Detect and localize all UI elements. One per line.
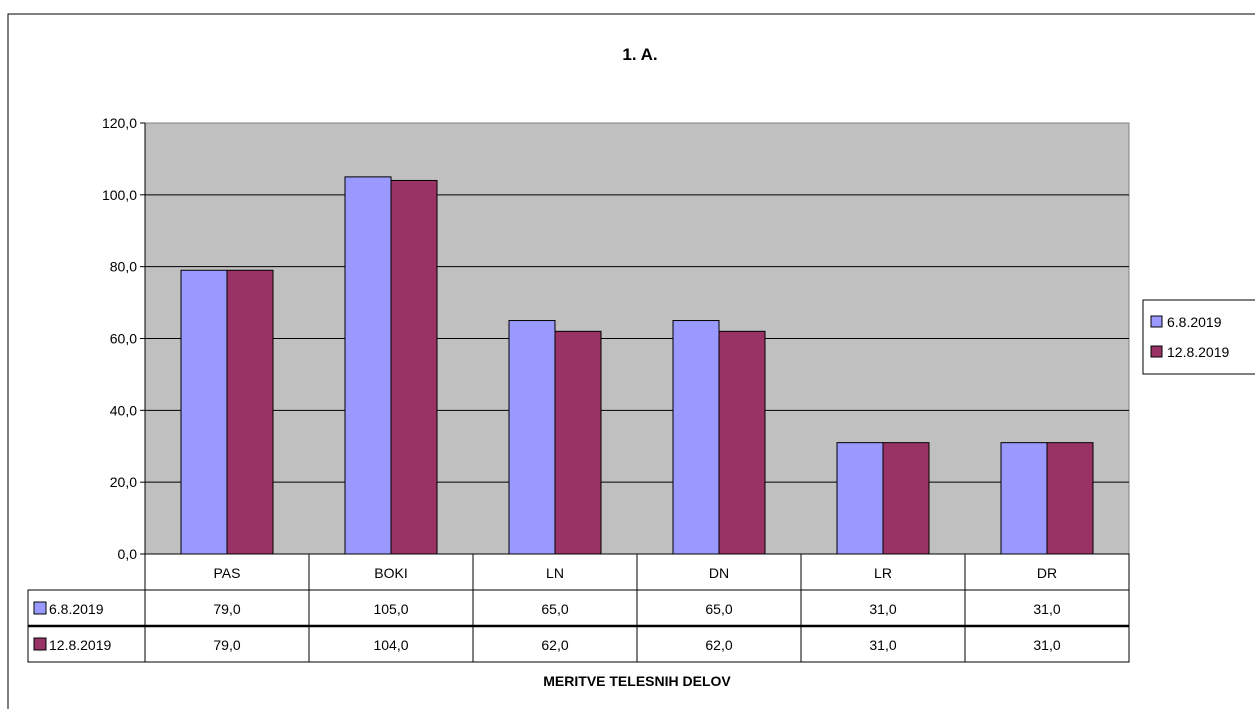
- table-cell: [308, 625, 474, 663]
- legend-box: [1142, 299, 1255, 375]
- data-label: 62,0: [541, 637, 568, 653]
- table-row-header: [27, 625, 146, 663]
- x-tick-label: LN: [546, 565, 564, 581]
- table-header-cell: [308, 553, 474, 591]
- data-label: 65,0: [705, 601, 732, 617]
- y-tick-label: 0,0: [118, 546, 138, 562]
- bar-6.8.2019-PAS: [180, 269, 228, 555]
- bar-6.8.2019-DN: [672, 320, 720, 555]
- table-cell: [800, 589, 966, 627]
- table-header-cell: [800, 553, 966, 591]
- data-label: 104,0: [373, 637, 408, 653]
- chart-title: 1. A.: [622, 45, 657, 64]
- data-table: PAS BOKI LN DN LR DR 6.8.2019 79,0 105,0 65,0 65,0…: [27, 553, 1130, 663]
- table-cell: [144, 625, 310, 663]
- table-series-name: 12.8.2019: [49, 637, 111, 653]
- legend-swatch: [1150, 345, 1163, 358]
- legend-label: 12.8.2019: [1167, 344, 1229, 360]
- table-header-cell: [964, 553, 1130, 591]
- legend: 6.8.2019 12.8.2019: [1142, 299, 1255, 375]
- bar-12.8.2019-BOKI: [390, 179, 438, 555]
- bar-6.8.2019-LN: [508, 320, 556, 555]
- table-row-header: [27, 589, 146, 627]
- x-tick-label: BOKI: [374, 565, 407, 581]
- y-axis: 0,0 20,0 40,0 60,0 80,0 100,0 120,0: [102, 115, 146, 562]
- data-label: 79,0: [213, 637, 240, 653]
- gridlines: [145, 194, 1129, 483]
- y-tick-label: 80,0: [110, 259, 137, 275]
- data-label: 79,0: [213, 601, 240, 617]
- data-label: 65,0: [541, 601, 568, 617]
- legend-label: 6.8.2019: [1167, 314, 1222, 330]
- table-series-key: [33, 601, 47, 615]
- x-tick-label: DN: [709, 565, 729, 581]
- y-tick-label: 60,0: [110, 331, 137, 347]
- data-label: 105,0: [373, 601, 408, 617]
- table-cell: [800, 625, 966, 663]
- y-tick-label: 100,0: [102, 187, 137, 203]
- bar-12.8.2019-DR: [1046, 442, 1094, 555]
- y-tick-label: 120,0: [102, 115, 137, 131]
- data-label: 31,0: [1033, 601, 1060, 617]
- x-axis-label: MERITVE TELESNIH DELOV: [543, 673, 731, 689]
- data-label: 31,0: [869, 601, 896, 617]
- bar-12.8.2019-DN: [718, 330, 766, 555]
- x-tick-label: PAS: [214, 565, 241, 581]
- table-header-cell: [636, 553, 802, 591]
- table-cell: [472, 589, 638, 627]
- y-tick-label: 40,0: [110, 402, 137, 418]
- table-series-name: 6.8.2019: [49, 601, 104, 617]
- x-tick-label: DR: [1037, 565, 1057, 581]
- table-cell: [472, 625, 638, 663]
- data-label: 62,0: [705, 637, 732, 653]
- bar-12.8.2019-LR: [882, 442, 930, 555]
- data-label: 31,0: [1033, 637, 1060, 653]
- x-tick-label: LR: [874, 565, 892, 581]
- table-cell: [636, 625, 802, 663]
- bar-6.8.2019-LR: [836, 442, 884, 555]
- bar-12.8.2019-LN: [554, 330, 602, 555]
- y-tick-label: 20,0: [110, 474, 137, 490]
- legend-swatch: [1150, 315, 1163, 328]
- table-series-key: [33, 637, 47, 651]
- bar-6.8.2019-BOKI: [344, 176, 392, 555]
- table-header-cell: [472, 553, 638, 591]
- bar-6.8.2019-DR: [1000, 442, 1048, 555]
- bars: [180, 176, 1094, 555]
- bar-12.8.2019-PAS: [226, 269, 274, 555]
- data-label: 31,0: [869, 637, 896, 653]
- table-header-cell: [144, 553, 310, 591]
